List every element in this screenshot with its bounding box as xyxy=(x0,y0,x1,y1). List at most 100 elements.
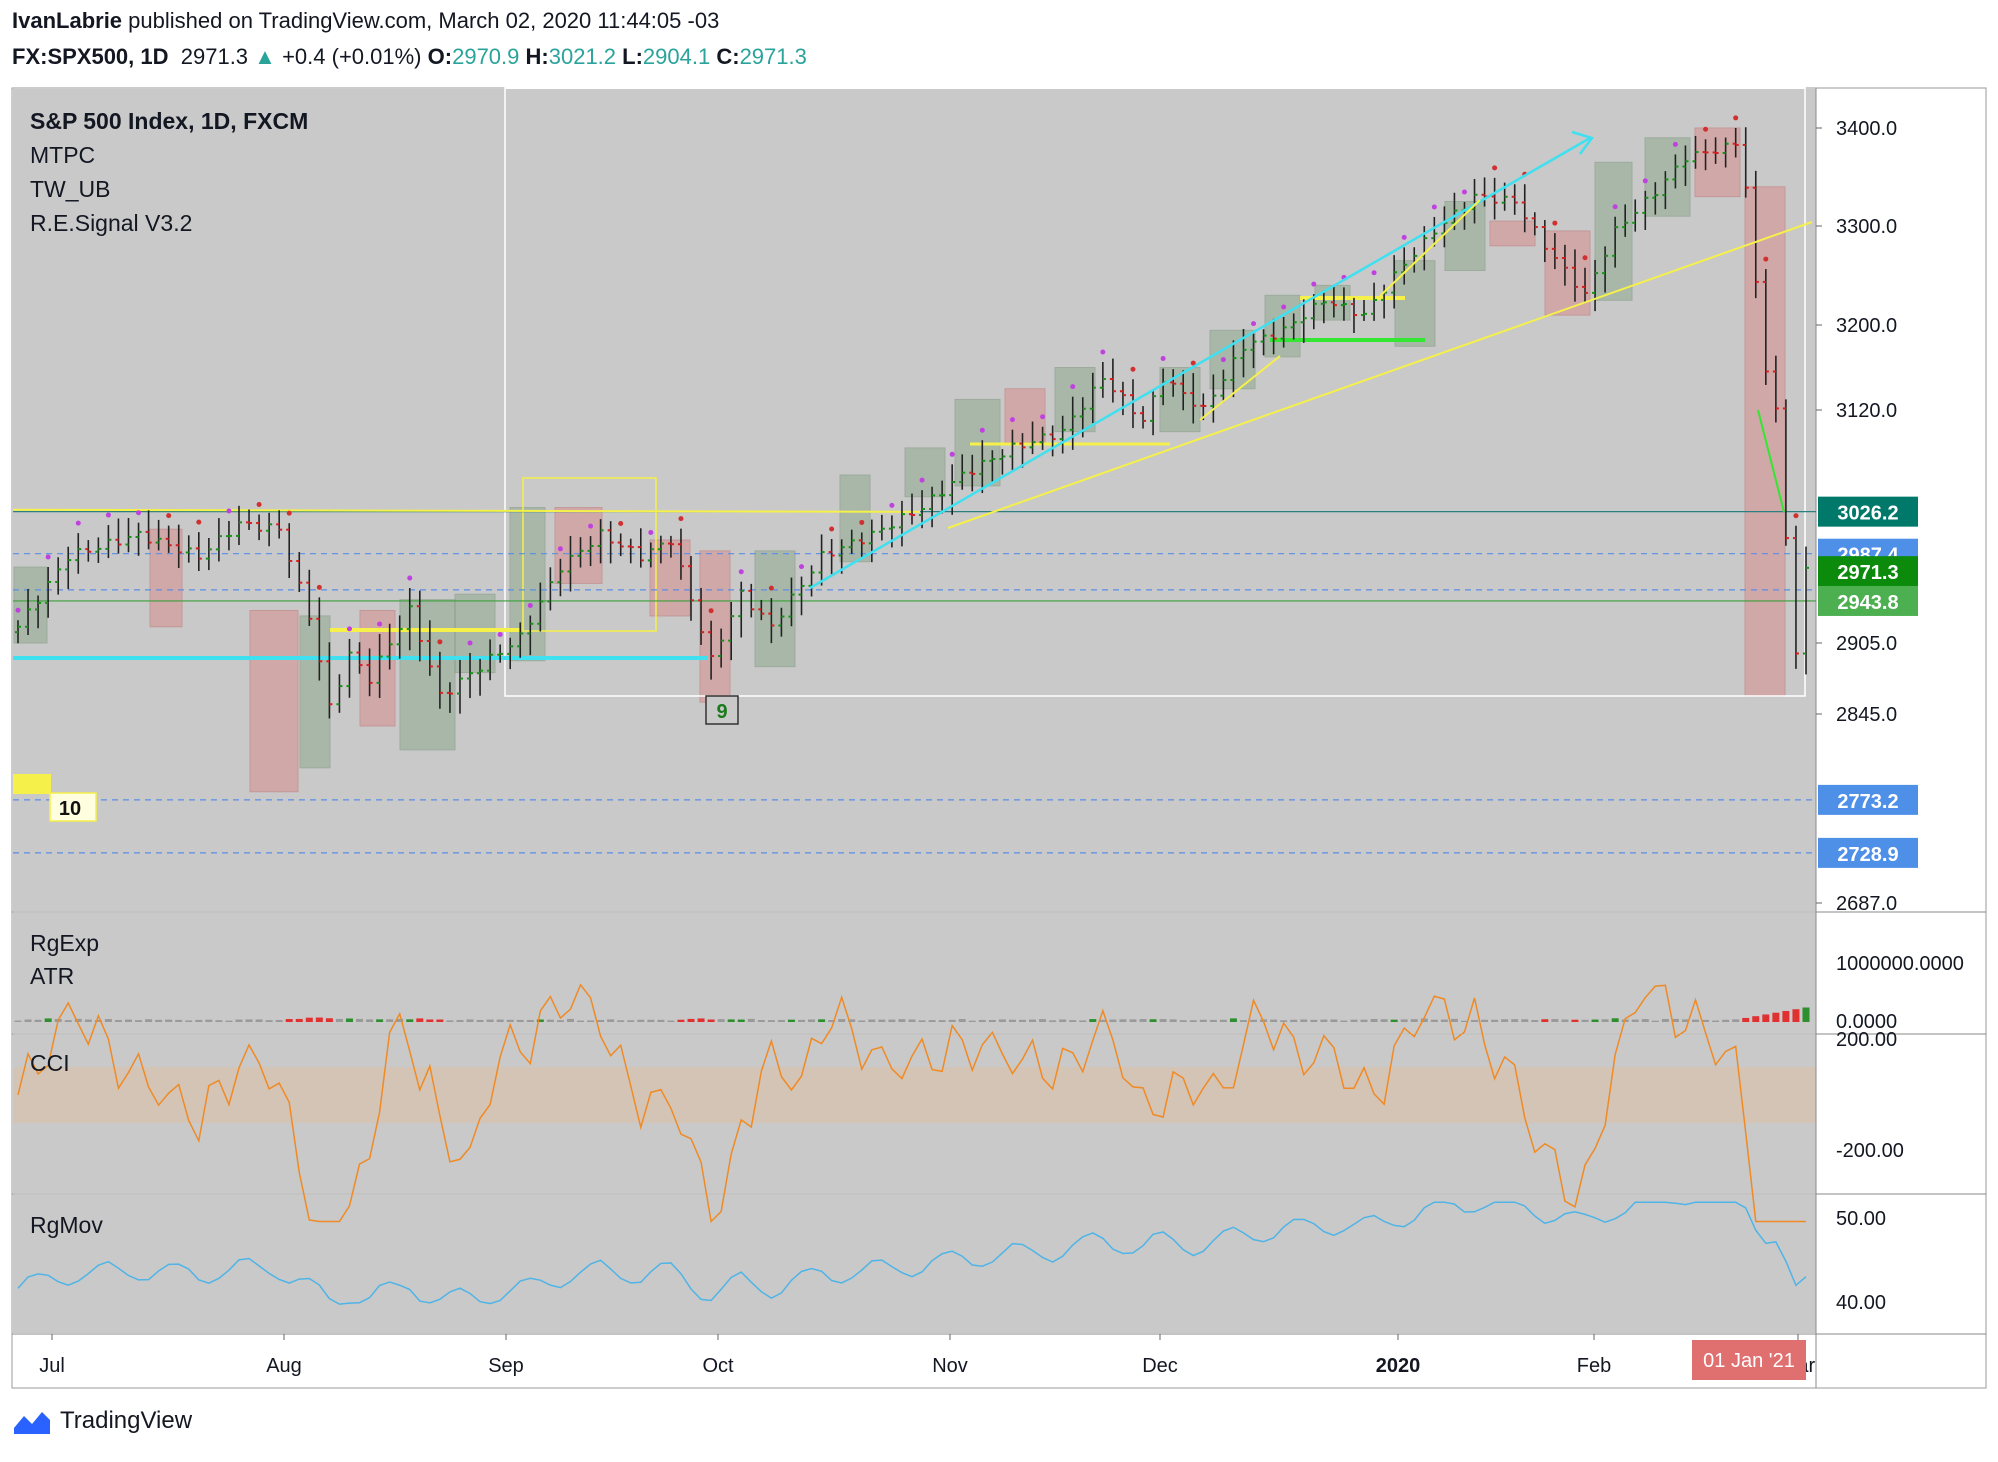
x-tick-label: Jul xyxy=(39,1355,65,1377)
signal-dot xyxy=(316,584,322,590)
signal-dot xyxy=(1040,414,1046,420)
signal-dot xyxy=(1070,384,1076,390)
low-label: L: xyxy=(622,44,643,69)
footer-brand[interactable]: TradingView xyxy=(60,1407,193,1434)
volume-bar xyxy=(215,1020,223,1022)
signal-dot xyxy=(859,519,865,525)
signal-box xyxy=(1054,367,1096,433)
volume-bar xyxy=(366,1019,374,1022)
signal-box xyxy=(1004,388,1046,444)
signal-dot xyxy=(1401,234,1407,240)
volume-bar xyxy=(1169,1019,1177,1022)
volume-bar xyxy=(1320,1019,1328,1022)
rgmov-line xyxy=(17,1201,1807,1305)
y-tick-label: 3120.0 xyxy=(1836,400,1897,422)
volume-bar xyxy=(737,1019,745,1022)
signal-box xyxy=(1594,161,1633,301)
volume-bar xyxy=(968,1020,976,1022)
volume-bar xyxy=(1742,1017,1750,1022)
volume-bar xyxy=(1541,1019,1549,1022)
cci-line xyxy=(17,983,1806,1224)
volume-bar xyxy=(1370,1018,1378,1022)
volume-bar xyxy=(657,1019,665,1022)
volume-bar xyxy=(14,1020,22,1022)
volume-bar xyxy=(486,1019,494,1022)
volume-bar xyxy=(1440,1019,1448,1022)
legend-resignal: R.E.Signal V3.2 xyxy=(30,210,193,236)
signal-dot xyxy=(678,516,684,522)
signal-box xyxy=(1394,260,1436,347)
volume-bar xyxy=(777,1020,785,1022)
volume-bar xyxy=(687,1018,695,1022)
volume-bar xyxy=(1641,1019,1649,1022)
signal-dot xyxy=(346,626,352,632)
volume-bar xyxy=(1501,1019,1509,1022)
volume-pane[interactable] xyxy=(13,913,1816,1033)
up-triangle-icon: ▲ xyxy=(254,44,276,69)
signal-dot xyxy=(557,546,563,552)
volume-bar xyxy=(44,1018,52,1022)
open-label: O: xyxy=(427,44,453,69)
volume-bar xyxy=(1219,1019,1227,1022)
signal-dot xyxy=(618,520,624,526)
signal-dot xyxy=(15,607,21,613)
y-tick-label: 2905.0 xyxy=(1836,633,1897,655)
volume-bar xyxy=(808,1019,816,1022)
volume-bar xyxy=(255,1019,263,1022)
volume-bar xyxy=(1280,1020,1288,1022)
signal-dot xyxy=(1793,513,1799,519)
volume-bar xyxy=(1702,1019,1710,1022)
signal-dot xyxy=(196,519,202,525)
volume-bar xyxy=(225,1020,233,1022)
signal-box xyxy=(454,593,496,674)
volume-bar xyxy=(34,1019,42,1022)
volume-bar xyxy=(1410,1019,1418,1022)
signal-dot xyxy=(1281,304,1287,310)
signal-dot xyxy=(708,608,714,614)
volume-bar xyxy=(677,1019,685,1022)
mov-pane-title: RgMov xyxy=(30,1212,103,1238)
signal-dot xyxy=(949,451,955,457)
signal-box xyxy=(399,599,456,751)
signal-dot xyxy=(226,508,232,514)
signal-dot xyxy=(1763,256,1769,262)
volume-bar xyxy=(1029,1019,1037,1022)
volume-bar xyxy=(376,1019,384,1022)
volume-bar xyxy=(205,1019,213,1022)
volume-bar xyxy=(727,1019,735,1022)
legend-title: S&P 500 Index, 1D, FXCM xyxy=(30,108,309,134)
signal-dot xyxy=(136,510,142,516)
volume-bar xyxy=(787,1019,795,1022)
volume-bar xyxy=(476,1019,484,1022)
volume-bar xyxy=(848,1019,856,1022)
x-tick-label: 2020 xyxy=(1376,1355,1421,1377)
volume-bar xyxy=(1109,1019,1117,1022)
volume-bar xyxy=(1521,1019,1529,1022)
volume-bar xyxy=(1712,1020,1720,1022)
symbol-info: FX:SPX500, 1D 2971.3 ▲ +0.4 (+0.01%) O:2… xyxy=(12,44,807,70)
high-value: 3021.2 xyxy=(548,44,617,69)
price-label-box xyxy=(1818,837,1918,868)
author-name[interactable]: IvanLabrie xyxy=(12,8,123,33)
volume-bar xyxy=(1420,1018,1428,1022)
volume-bar xyxy=(918,1020,926,1022)
close-label: C: xyxy=(716,44,740,69)
volume-bar xyxy=(1209,1019,1217,1022)
price-label: 2943.8 xyxy=(1837,592,1898,614)
signal-dot xyxy=(75,520,81,526)
volume-bar xyxy=(1149,1019,1157,1022)
signal-dot xyxy=(1492,165,1498,171)
signal-dot xyxy=(1582,255,1588,261)
volume-bar xyxy=(386,1019,394,1022)
legend-mtpc: MTPC xyxy=(30,142,96,168)
x-tick-label: Aug xyxy=(266,1355,302,1377)
x-tick-label: Oct xyxy=(702,1355,734,1377)
signal-dot xyxy=(648,529,654,535)
signal-box xyxy=(299,615,331,769)
volume-bar xyxy=(145,1019,153,1022)
volume-bar xyxy=(1722,1019,1730,1022)
mov-pane[interactable] xyxy=(13,1195,1816,1333)
signal-box xyxy=(1644,137,1691,217)
volume-bar xyxy=(396,1018,404,1022)
